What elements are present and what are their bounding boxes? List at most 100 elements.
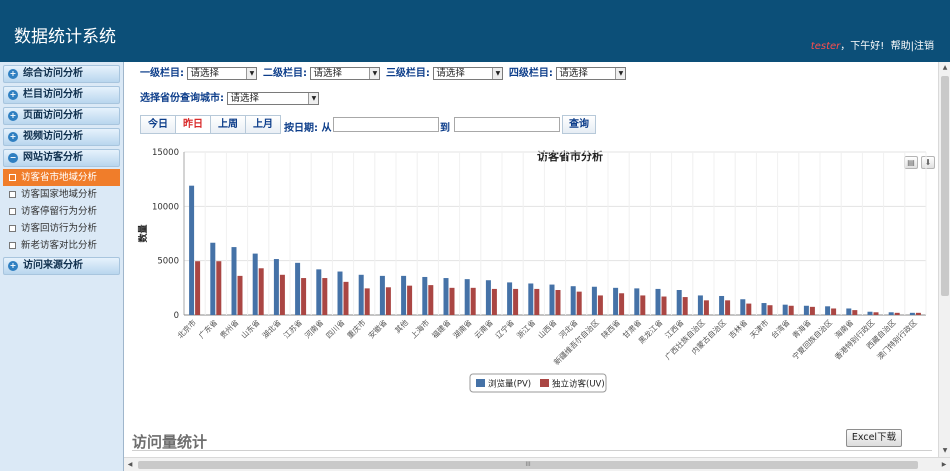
level1-select[interactable]: 请选择 ▼ xyxy=(187,66,258,80)
legend-label: 浏览量(PV) xyxy=(488,379,531,390)
bar-uv xyxy=(258,268,264,315)
bar-uv xyxy=(513,288,519,315)
tab-last-week[interactable]: 上周 xyxy=(210,115,246,134)
x-tick-label: 天津市 xyxy=(747,317,770,340)
x-tick-label: 安徽省 xyxy=(366,317,389,340)
y-tick-label: 10000 xyxy=(152,202,179,212)
bar-uv xyxy=(767,305,773,315)
column-filter-row: 一级栏目: 请选择 ▼ 二级栏目: 请选择 ▼ 三级栏目: 请选择 ▼ 四级栏目: 请… xyxy=(140,64,628,80)
horizontal-scrollbar[interactable]: ◀ III ▶ xyxy=(124,457,950,471)
legend-label: 独立访客(UV) xyxy=(552,379,605,390)
chevron-down-icon: ▼ xyxy=(369,67,380,79)
section-title: 访问量统计 xyxy=(132,433,208,451)
logout-link[interactable]: 注销 xyxy=(914,41,934,52)
bar-pv xyxy=(719,295,725,315)
y-axis-label: 数量 xyxy=(137,224,149,242)
sidebar-item-country[interactable]: 访客国家地域分析 xyxy=(3,186,120,203)
x-tick-label: 台湾省 xyxy=(769,317,792,340)
query-button[interactable]: 查询 xyxy=(562,115,596,134)
bar-uv xyxy=(682,297,688,315)
bar-pv xyxy=(909,312,915,315)
x-tick-label: 吉林省 xyxy=(726,317,749,340)
y-tick-label: 5000 xyxy=(157,257,179,267)
nav-group-source[interactable]: + 访问来源分析 xyxy=(3,257,120,275)
legend-box xyxy=(469,373,607,393)
x-tick-label: 广东省 xyxy=(196,317,219,340)
sidebar-item-stay[interactable]: 访客停留行为分析 xyxy=(3,203,120,220)
province-select[interactable]: 请选择 ▼ xyxy=(227,91,320,105)
visitor-region-chart: 访客省市分析 0 5000 10000 15000 数量 北京市 广东省 贵州省 山东省 湖北省 江苏… xyxy=(124,148,938,418)
nav-group-column[interactable]: + 栏目访问分析 xyxy=(3,86,120,104)
section-divider xyxy=(132,450,932,451)
city-filter-row: 选择省份查询城市: 请选择 ▼ xyxy=(140,89,321,105)
bar-pv xyxy=(337,271,343,315)
item-box-icon xyxy=(9,225,16,232)
scroll-right-icon[interactable]: ▶ xyxy=(941,461,947,468)
legend-swatch xyxy=(540,379,549,387)
date-tabs: 今日 昨日 上周 上月 xyxy=(140,115,281,136)
bar-uv xyxy=(852,310,858,315)
bar-uv xyxy=(894,312,900,315)
bar-pv xyxy=(634,288,640,315)
bar-uv xyxy=(873,312,879,315)
date-to-input[interactable] xyxy=(454,117,560,132)
bar-uv xyxy=(385,287,391,315)
bar-pv xyxy=(825,306,831,315)
bar-uv xyxy=(428,285,434,315)
y-tick-label: 15000 xyxy=(152,148,179,158)
excel-download-button[interactable]: Excel下载 xyxy=(846,429,902,447)
plus-icon: + xyxy=(8,69,18,79)
level2-select[interactable]: 请选择 ▼ xyxy=(310,66,381,80)
x-tick-label: 上海市 xyxy=(408,317,431,340)
user-area: tester，下午好! 帮助|注销 xyxy=(811,37,934,52)
tab-last-month[interactable]: 上月 xyxy=(245,115,281,134)
level1-label: 一级栏目: xyxy=(140,68,184,79)
vertical-scrollbar[interactable]: ▲ ▼ xyxy=(938,62,950,457)
date-from-label: 按日期: 从 xyxy=(284,123,332,134)
nav-group-page[interactable]: + 页面访问分析 xyxy=(3,107,120,125)
horizontal-scroll-thumb[interactable]: III xyxy=(138,461,918,469)
x-tick-label: 黑龙江省 xyxy=(636,317,665,346)
bar-uv xyxy=(809,306,815,315)
bar-uv xyxy=(555,290,561,315)
bar-uv xyxy=(322,278,328,315)
bar-pv xyxy=(358,274,364,315)
sidebar-item-province-city[interactable]: 访客省市地域分析 xyxy=(3,169,120,186)
chevron-down-icon: ▼ xyxy=(492,67,503,79)
nav-group-video[interactable]: + 视频访问分析 xyxy=(3,128,120,146)
scroll-down-icon[interactable]: ▼ xyxy=(942,447,948,454)
bar-pv xyxy=(379,275,385,315)
app-header: 数据统计系统 tester，下午好! 帮助|注销 xyxy=(0,0,950,62)
tab-yesterday[interactable]: 昨日 xyxy=(175,115,211,134)
bar-uv xyxy=(915,312,921,315)
x-tick-label: 陕西省 xyxy=(599,317,622,340)
nav-group-overall[interactable]: + 综合访问分析 xyxy=(3,65,120,83)
x-tick-label: 辽宁省 xyxy=(493,317,516,340)
level4-label: 四级栏目: xyxy=(508,68,553,79)
x-tick-label: 湖北省 xyxy=(260,317,283,340)
bar-uv xyxy=(831,308,837,315)
scroll-left-icon[interactable]: ◀ xyxy=(127,461,133,468)
chart-title: 访客省市分析 xyxy=(537,149,603,163)
sidebar-item-new-old[interactable]: 新老访客对比分析 xyxy=(3,237,120,254)
level4-select[interactable]: 请选择 ▼ xyxy=(556,66,627,80)
level3-select[interactable]: 请选择 ▼ xyxy=(433,66,504,80)
plus-icon: + xyxy=(8,261,18,271)
nav-group-visitor[interactable]: − 网站访客分析 xyxy=(3,149,120,167)
vertical-scroll-thumb[interactable] xyxy=(941,76,949,296)
visitor-sub-list: 访客省市地域分析 访客国家地域分析 访客停留行为分析 访客回访行为分析 新老访客… xyxy=(3,169,120,254)
plus-icon: + xyxy=(8,132,18,142)
date-from-input[interactable] xyxy=(333,117,439,132)
x-tick-label: 山西省 xyxy=(535,317,558,340)
scroll-up-icon[interactable]: ▲ xyxy=(942,64,948,71)
date-to-label: 到 xyxy=(440,123,450,134)
item-box-icon xyxy=(9,174,16,181)
x-tick-label: 云南省 xyxy=(472,317,495,340)
tab-today[interactable]: 今日 xyxy=(140,115,176,134)
bar-uv xyxy=(407,285,413,315)
download-icon[interactable]: ⬇ xyxy=(921,156,935,169)
sidebar-item-revisit[interactable]: 访客回访行为分析 xyxy=(3,220,120,237)
bar-pv xyxy=(867,311,873,315)
chart-svg: 访客省市分析050001000015000数量北京市广东省贵州省山东省湖北省江苏… xyxy=(137,148,927,393)
help-link[interactable]: 帮助 xyxy=(890,41,911,52)
